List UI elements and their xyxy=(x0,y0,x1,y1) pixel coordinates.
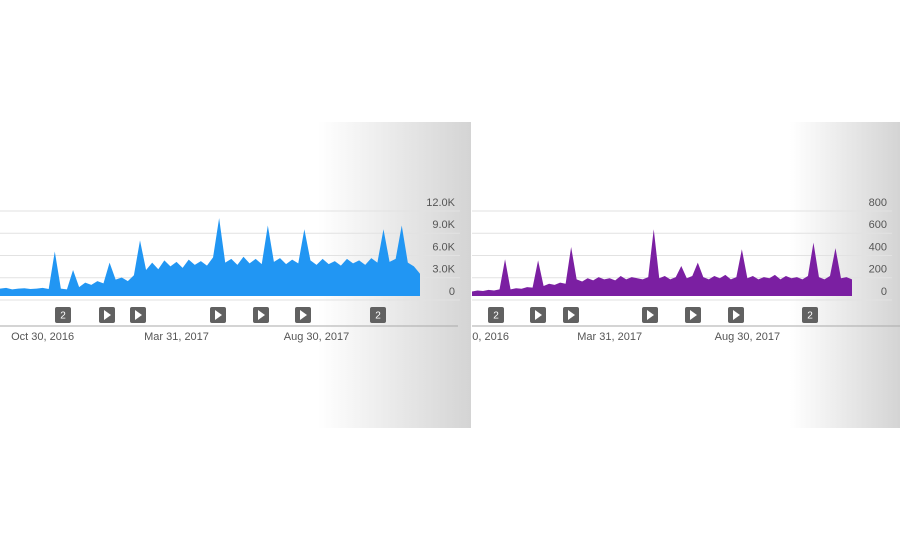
x-tick-label: Aug 30, 2017 xyxy=(715,331,780,343)
event-count: 2 xyxy=(493,311,499,322)
x-tick-label: Mar 31, 2017 xyxy=(577,331,642,343)
event-count: 2 xyxy=(60,311,66,322)
y-tick-label: 0 xyxy=(881,286,887,298)
play-icon xyxy=(733,310,740,320)
area xyxy=(0,218,420,296)
panel: 0 200 400 600 800 Oct 30, 2016 Mar 31, 2017 Aug… xyxy=(446,197,900,343)
y-tick-label: 0 xyxy=(449,286,455,298)
y-tick-label: 6.0K xyxy=(432,241,455,253)
y-tick-label: 600 xyxy=(869,219,887,231)
play-icon xyxy=(535,310,542,320)
event-count: 2 xyxy=(807,311,813,322)
y-tick-label: 400 xyxy=(869,241,887,253)
event-marker xyxy=(55,307,71,323)
area xyxy=(472,229,852,296)
y-tick-label: 800 xyxy=(869,197,887,209)
event-marker xyxy=(802,307,818,323)
event-marker xyxy=(370,307,386,323)
play-icon xyxy=(647,310,654,320)
play-icon xyxy=(568,310,575,320)
play-icon xyxy=(690,310,697,320)
event-count: 2 xyxy=(375,311,381,322)
play-icon xyxy=(135,310,142,320)
y-tick-label: 12.0K xyxy=(426,197,455,209)
x-tick-label: Aug 30, 2017 xyxy=(284,331,349,343)
y-tick-label: 200 xyxy=(869,264,887,276)
event-marker xyxy=(488,307,504,323)
y-tick-label: 9.0K xyxy=(432,219,455,231)
play-icon xyxy=(215,310,222,320)
x-tick-label: Oct 30, 2016 xyxy=(446,331,509,343)
play-icon xyxy=(104,310,111,320)
y-tick-label: 3.0K xyxy=(432,264,455,276)
panel: 0 3.0K 6.0K 9.0K 12.0K Oct 30, 2016 Mar 31, 20… xyxy=(0,197,460,343)
x-tick-label: Mar 31, 2017 xyxy=(144,331,209,343)
x-tick-label: Oct 30, 2016 xyxy=(11,331,74,343)
play-icon xyxy=(300,310,307,320)
play-icon xyxy=(258,310,265,320)
